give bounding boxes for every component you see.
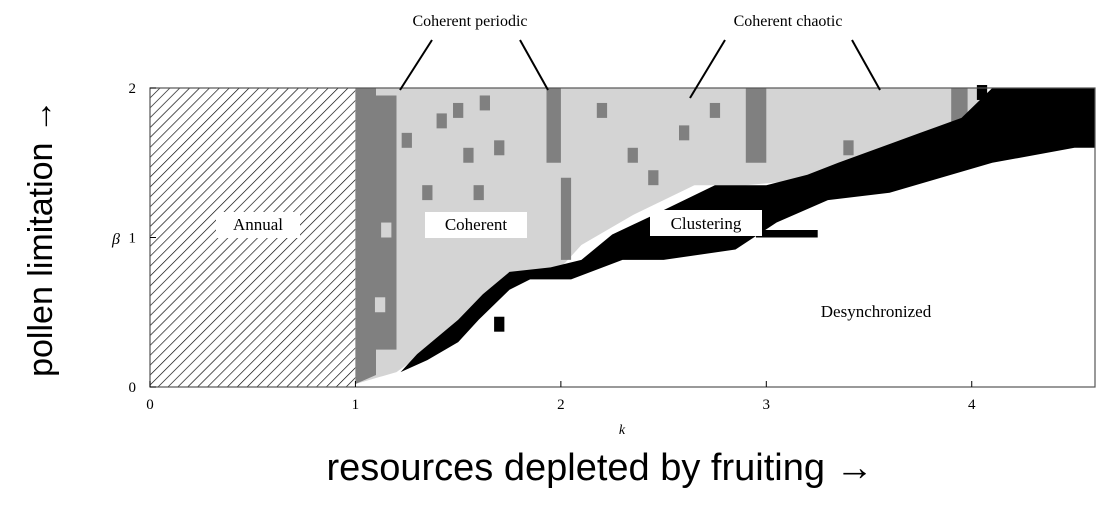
callout-line-periodic-right bbox=[519, 39, 549, 91]
outer-y-caption: pollen limitation → bbox=[22, 99, 60, 377]
clustering-cell-16 bbox=[494, 316, 505, 332]
coherent-periodic-label: Coherent periodic bbox=[412, 13, 527, 30]
periodic-cell-10 bbox=[648, 170, 659, 186]
callout-line-periodic-left bbox=[399, 39, 433, 91]
periodic-cell-6 bbox=[473, 185, 484, 201]
periodic-cell-8 bbox=[596, 102, 608, 118]
chaotic-cell-15 bbox=[374, 297, 386, 313]
periodic-cell-12 bbox=[843, 140, 854, 156]
periodic-cell-9 bbox=[627, 147, 638, 163]
y-axis-label: β bbox=[111, 231, 120, 248]
chaotic-region-1 bbox=[355, 88, 993, 384]
callout-line-chaotic-right bbox=[851, 39, 881, 91]
periodic-cell-13 bbox=[709, 102, 721, 118]
coherent-label: Coherent bbox=[445, 215, 508, 234]
annual-label: Annual bbox=[233, 215, 283, 234]
periodic-region-4 bbox=[546, 88, 561, 163]
clustering-label-group: Clustering bbox=[650, 210, 762, 236]
annual-label-group: Annual bbox=[216, 212, 300, 238]
x-tick-label-2: 2 bbox=[557, 397, 565, 413]
coherent-chaotic-label: Coherent chaotic bbox=[734, 13, 843, 30]
x-tick-label-0: 0 bbox=[146, 397, 154, 413]
x-tick-label-4: 4 bbox=[968, 397, 976, 413]
periodic-region-2 bbox=[355, 88, 376, 384]
clustering-cell-17 bbox=[976, 85, 988, 100]
periodic-cell-3 bbox=[463, 147, 474, 163]
y-tick-label-1: 1 bbox=[129, 231, 137, 247]
chaotic-cell-14 bbox=[381, 222, 392, 238]
coherent-label-group: Coherent bbox=[425, 212, 527, 238]
desynchronized-label: Desynchronized bbox=[821, 302, 932, 321]
x-tick-label-3: 3 bbox=[763, 397, 771, 413]
outer-x-caption: resources depleted by fruiting → bbox=[326, 447, 873, 489]
periodic-cell-11 bbox=[678, 125, 690, 141]
x-axis-label: k bbox=[619, 423, 626, 438]
plot-area: 0 1 2 3 4 0 1 2 bbox=[129, 81, 1096, 413]
callout-lines bbox=[399, 39, 881, 99]
periodic-cell-1 bbox=[453, 102, 464, 118]
periodic-cell-4 bbox=[494, 140, 505, 156]
y-tick-label-0: 0 bbox=[129, 380, 137, 396]
periodic-cell-0 bbox=[436, 113, 447, 129]
periodic-cell-5 bbox=[422, 185, 433, 201]
periodic-region-6 bbox=[745, 88, 767, 163]
periodic-cell-7 bbox=[401, 132, 412, 148]
x-tick-label-1: 1 bbox=[352, 397, 360, 413]
periodic-region-5 bbox=[560, 177, 572, 260]
callout-line-chaotic-left bbox=[689, 39, 726, 99]
clustering-label: Clustering bbox=[671, 214, 742, 233]
periodic-cell-2 bbox=[479, 95, 490, 111]
clustering-region-9 bbox=[756, 230, 818, 238]
y-tick-label-2: 2 bbox=[129, 81, 137, 97]
